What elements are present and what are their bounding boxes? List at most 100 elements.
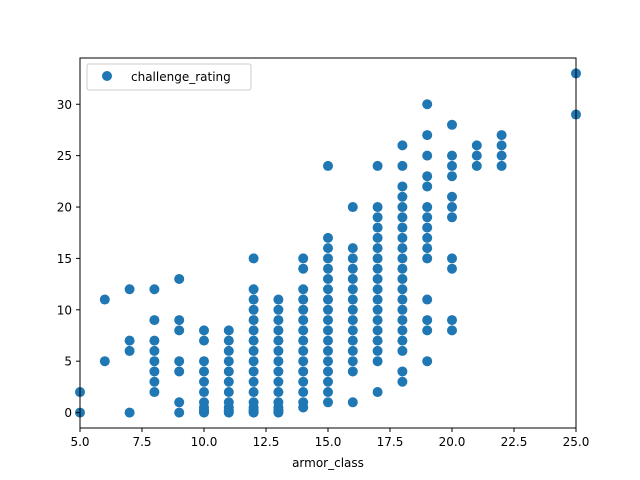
y-tick-label: 10 (57, 303, 72, 317)
x-tick-label: 12.5 (253, 435, 280, 449)
data-point (248, 325, 259, 336)
legend-marker (102, 71, 112, 81)
y-tick-label: 0 (64, 406, 72, 420)
data-point (422, 181, 433, 192)
data-point (223, 356, 234, 367)
y-tick-label: 20 (57, 201, 72, 215)
data-point (124, 407, 135, 418)
data-point (347, 397, 358, 408)
data-point (372, 345, 383, 356)
x-tick-label: 5.0 (70, 435, 89, 449)
data-point (323, 160, 333, 171)
data-point (174, 315, 185, 326)
data-point (447, 325, 457, 336)
data-point (372, 325, 383, 336)
data-point (149, 356, 160, 367)
data-point (447, 315, 457, 326)
legend-label: challenge_rating (131, 70, 231, 84)
data-point (496, 130, 507, 141)
data-point (323, 253, 333, 264)
data-point (199, 335, 209, 346)
data-point (174, 397, 185, 408)
x-tick-label: 22.5 (501, 435, 528, 449)
data-point (273, 366, 284, 377)
data-point (347, 202, 358, 213)
data-point (397, 304, 408, 315)
data-point (223, 335, 234, 346)
data-point (199, 366, 209, 377)
data-point (347, 273, 358, 284)
data-point (174, 325, 185, 336)
data-point (298, 304, 309, 315)
data-point (323, 376, 333, 387)
data-point (422, 356, 433, 367)
data-point (149, 387, 160, 398)
data-point (397, 160, 408, 171)
data-point (397, 284, 408, 295)
data-point (149, 376, 160, 387)
data-point (397, 376, 408, 387)
x-tick-label: 20.0 (439, 435, 466, 449)
data-point (199, 376, 209, 387)
data-point (347, 335, 358, 346)
data-point (248, 315, 259, 326)
data-point (496, 150, 507, 161)
data-point (422, 171, 433, 182)
data-point (248, 335, 259, 346)
x-tick-label: 17.5 (377, 435, 404, 449)
x-tick-label: 15.0 (315, 435, 342, 449)
legend-box (86, 63, 252, 91)
data-point (223, 397, 234, 408)
data-point (248, 284, 259, 295)
data-point (471, 150, 482, 161)
data-point (124, 335, 135, 346)
data-point (397, 222, 408, 233)
data-point (248, 356, 259, 367)
data-point (99, 356, 110, 367)
data-point (323, 325, 333, 336)
data-point (422, 150, 433, 161)
data-point (199, 356, 209, 367)
data-point (347, 345, 358, 356)
data-point (471, 140, 482, 151)
data-point (347, 356, 358, 367)
data-point (347, 284, 358, 295)
data-point (397, 366, 408, 377)
data-point (298, 315, 309, 326)
data-point (273, 335, 284, 346)
data-point (248, 376, 259, 387)
data-point (149, 345, 160, 356)
data-point (397, 325, 408, 336)
data-point (397, 181, 408, 192)
data-point (323, 315, 333, 326)
plot-area (80, 58, 576, 428)
data-point (471, 160, 482, 171)
plot-frame (79, 57, 577, 429)
data-point (372, 356, 383, 367)
x-axis-label: armor_class (292, 456, 364, 470)
data-point (447, 202, 457, 213)
data-point (273, 397, 284, 408)
data-point (223, 325, 234, 336)
legend: challenge_rating (86, 63, 252, 91)
data-point (298, 253, 309, 264)
data-point (422, 232, 433, 243)
axis-ticks: 5.0 7.5 10.0 12.5 15.0 17.5 20.0 22.5 25.0 0 5 10 15… (57, 98, 590, 449)
data-point (496, 140, 507, 151)
data-point (273, 387, 284, 398)
data-point (372, 335, 383, 346)
data-point (422, 253, 433, 264)
data-point (496, 160, 507, 171)
data-point (298, 335, 309, 346)
data-point (447, 191, 457, 202)
data-point (323, 345, 333, 356)
data-point (298, 356, 309, 367)
data-point (422, 202, 433, 213)
data-point (372, 253, 383, 264)
data-point (298, 387, 309, 398)
data-point (447, 212, 457, 223)
data-point (174, 356, 185, 367)
data-point (323, 263, 333, 274)
data-point (397, 315, 408, 326)
data-point (372, 315, 383, 326)
